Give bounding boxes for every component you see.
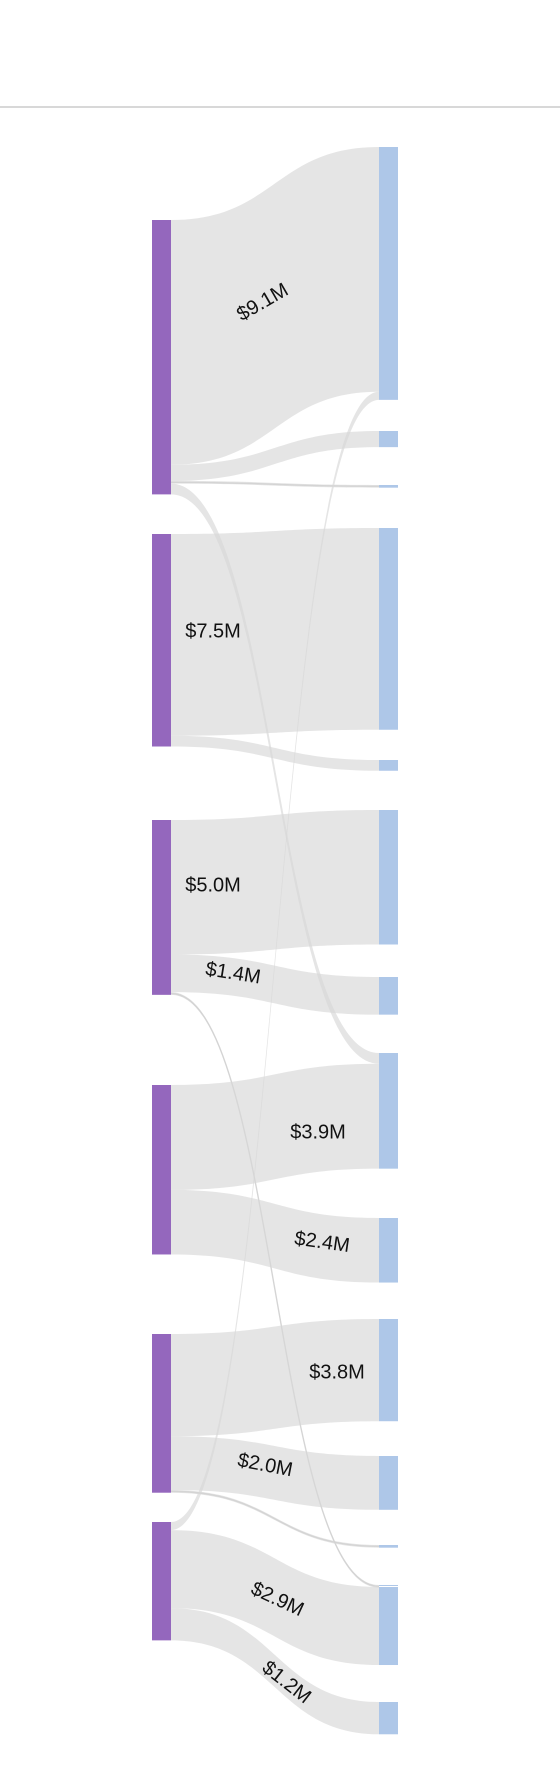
target-node-t5 — [379, 760, 398, 771]
target-node-t6 — [379, 810, 398, 945]
link-s6-t13 — [171, 1530, 379, 1666]
target-node-t3 — [379, 485, 398, 488]
source-node-s4 — [152, 1085, 171, 1255]
link-line-s5-t12 — [170, 1490, 380, 1548]
flow-label-s3-t6: $5.0M — [185, 874, 241, 896]
nodes-layer — [152, 147, 398, 1735]
target-node-t2 — [379, 431, 398, 448]
target-node-t7 — [379, 977, 398, 1015]
link-s4-t9 — [171, 1189, 379, 1283]
target-node-t12 — [379, 1545, 398, 1548]
source-node-s5 — [152, 1334, 171, 1493]
source-node-s2 — [152, 534, 171, 747]
top-divider — [0, 106, 560, 108]
target-node-t14 — [379, 1585, 398, 1586]
link-s3-t7 — [171, 954, 379, 1015]
target-node-t1 — [379, 147, 398, 400]
target-node-t10 — [379, 1319, 398, 1422]
source-node-s6 — [152, 1522, 171, 1641]
target-node-t15 — [379, 1702, 398, 1735]
target-node-t13 — [379, 1587, 398, 1666]
link-s6-t1 — [171, 391, 379, 1531]
link-s1-t2 — [171, 431, 379, 481]
link-line-s1-t3 — [170, 481, 380, 488]
link-s4-t8 — [171, 1063, 379, 1190]
target-node-t8 — [379, 1053, 398, 1169]
source-node-s1 — [152, 220, 171, 495]
link-s2-t4 — [171, 528, 379, 736]
target-node-t11 — [379, 1456, 398, 1510]
target-node-t4 — [379, 528, 398, 730]
link-s3-t6 — [171, 810, 379, 955]
links-layer — [170, 147, 380, 1735]
flow-label-s2-t4: $7.5M — [185, 620, 241, 642]
link-s6-t15 — [171, 1608, 379, 1735]
target-node-t9 — [379, 1218, 398, 1283]
link-s1-t8 — [171, 483, 379, 1064]
link-s2-t5 — [171, 735, 379, 771]
flow-label-s5-t10: $3.8M — [309, 1361, 365, 1383]
link-s1-t1 — [171, 147, 379, 465]
flow-label-s4-t8: $3.9M — [290, 1121, 346, 1143]
source-node-s3 — [152, 820, 171, 995]
link-s5-t11 — [171, 1436, 379, 1510]
link-line-s3-t14 — [170, 992, 380, 1588]
